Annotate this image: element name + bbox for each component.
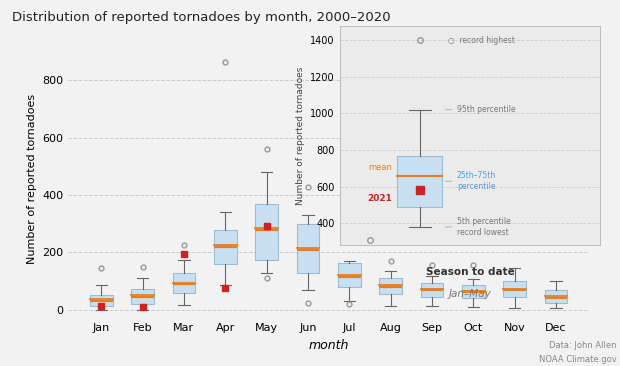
PathPatch shape xyxy=(338,262,361,287)
Text: Jan–May: Jan–May xyxy=(449,289,491,299)
PathPatch shape xyxy=(296,224,319,273)
Text: 95th percentile: 95th percentile xyxy=(457,105,516,114)
PathPatch shape xyxy=(131,289,154,303)
PathPatch shape xyxy=(255,204,278,259)
Y-axis label: Number of reported tornadoes: Number of reported tornadoes xyxy=(27,94,37,264)
X-axis label: month: month xyxy=(308,339,349,352)
Text: NOAA Climate.gov: NOAA Climate.gov xyxy=(539,355,617,364)
Text: Distribution of reported tornadoes by month, 2000–2020: Distribution of reported tornadoes by mo… xyxy=(12,11,391,24)
PathPatch shape xyxy=(214,229,237,264)
Text: 25th–75th
percentile: 25th–75th percentile xyxy=(457,171,496,191)
PathPatch shape xyxy=(503,281,526,297)
Text: 5th percentile
record lowest: 5th percentile record lowest xyxy=(457,217,511,237)
PathPatch shape xyxy=(544,290,567,303)
Y-axis label: Number of reported tornadoes: Number of reported tornadoes xyxy=(296,66,304,205)
Text: Season to date: Season to date xyxy=(425,267,515,277)
Text: 2021: 2021 xyxy=(367,194,392,203)
Text: mean: mean xyxy=(368,163,392,172)
Text: ○  record highest: ○ record highest xyxy=(448,36,515,45)
PathPatch shape xyxy=(172,273,195,292)
Text: Data: John Allen: Data: John Allen xyxy=(549,340,617,350)
PathPatch shape xyxy=(462,285,485,298)
PathPatch shape xyxy=(420,283,443,297)
PathPatch shape xyxy=(379,278,402,294)
PathPatch shape xyxy=(397,156,443,207)
PathPatch shape xyxy=(90,295,113,306)
